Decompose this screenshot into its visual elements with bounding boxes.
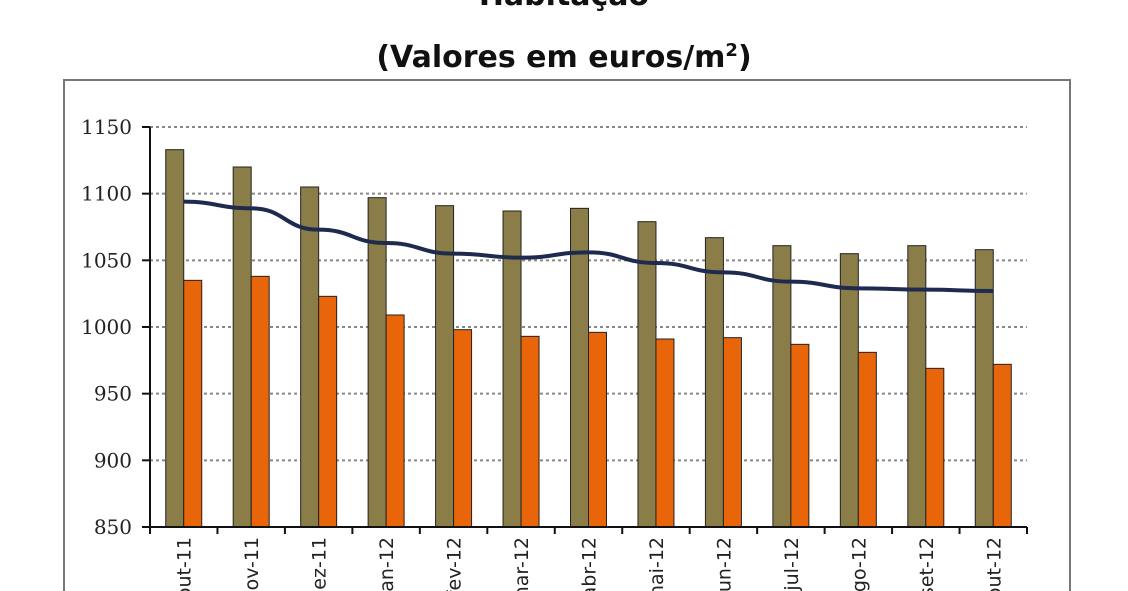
bar-orange: [520, 335, 540, 528]
bar-olive: [637, 221, 657, 528]
bar-olive: [300, 186, 320, 528]
x-tick-label: jan-12: [376, 537, 398, 591]
x-tick-label: jun-12: [713, 537, 735, 591]
y-tick-label: 950: [94, 382, 132, 406]
x-tick-label: mai-12: [646, 537, 668, 591]
x-tick-label: out-11: [174, 537, 196, 591]
bar-olive: [704, 237, 724, 528]
y-tick-label: 1150: [81, 115, 132, 139]
chart-subtitle: (Valores em euros/m2): [376, 40, 752, 75]
bar-orange: [925, 367, 945, 528]
y-tick-label: 900: [94, 448, 132, 472]
y-tick-label: 1100: [81, 182, 132, 206]
bar-orange: [250, 275, 270, 528]
bar-orange: [453, 329, 473, 528]
bar-orange: [992, 363, 1012, 528]
bar-orange: [790, 343, 810, 528]
x-tick-label: fev-12: [444, 537, 466, 591]
bar-orange: [385, 314, 405, 528]
x-tick-label: dez-11: [309, 537, 331, 591]
bar-orange: [655, 338, 675, 528]
x-tick-label: abr-12: [579, 537, 601, 591]
bar-olive: [570, 207, 589, 528]
chart-title: Habitação: [0, 0, 1128, 13]
x-tick-label: nov-11: [241, 537, 263, 591]
bar-orange: [857, 351, 877, 528]
x-tick-label: jul-12: [781, 537, 803, 591]
y-tick-label: 1050: [81, 248, 132, 272]
y-tick-label: 1000: [81, 315, 132, 339]
bar-olive: [839, 253, 859, 528]
bar-olive: [772, 245, 792, 528]
bar-olive: [165, 149, 185, 528]
bar-orange: [318, 295, 338, 528]
bar-orange: [183, 279, 203, 528]
bar-olive: [232, 166, 252, 528]
x-tick-label: mar-12: [511, 537, 533, 591]
bar-olive: [367, 197, 387, 528]
bar-orange: [722, 337, 742, 528]
x-tick-label: ago-12: [848, 537, 870, 591]
x-tick-label: out-12: [983, 537, 1005, 591]
chart-frame: [63, 79, 1071, 591]
y-tick-label: 850: [94, 515, 132, 539]
x-tick-label: set-12: [916, 537, 938, 591]
bar-orange: [588, 331, 607, 528]
